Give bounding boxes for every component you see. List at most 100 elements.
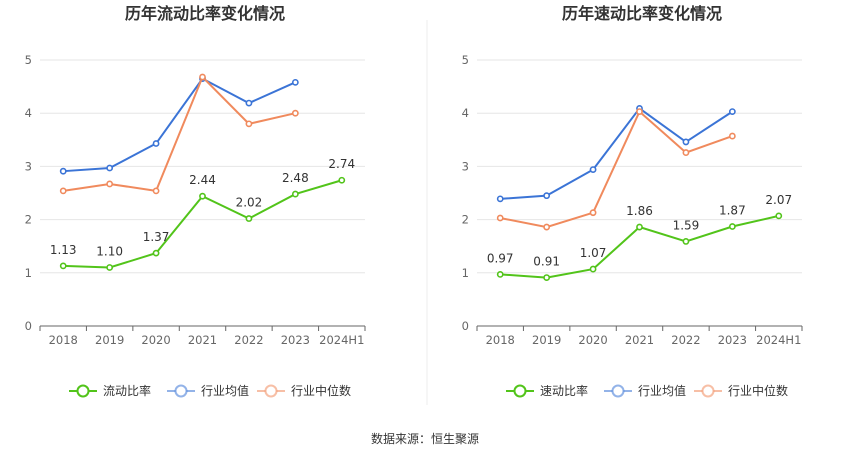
data-point[interactable]	[682, 238, 690, 245]
x-tick-label: 2018	[486, 333, 515, 347]
legend-item-company[interactable]: 速动比率	[506, 383, 588, 398]
y-tick-label: 4	[25, 106, 32, 120]
data-label: 1.87	[719, 204, 746, 218]
x-tick-label: 2020	[141, 333, 170, 347]
data-point[interactable]	[199, 192, 206, 200]
legend-item-company[interactable]: 流动比率	[69, 383, 151, 398]
chart-title: 历年速动比率变化情况	[562, 4, 722, 23]
data-point[interactable]	[543, 274, 551, 281]
legend-swatch-marker	[174, 384, 188, 398]
legend: 速动比率 行业均值 行业中位数	[506, 383, 788, 398]
legend-swatch-marker	[513, 384, 527, 398]
data-label: 1.13	[50, 243, 77, 257]
y-tick-label: 2	[462, 213, 469, 227]
data-point[interactable]	[589, 166, 597, 173]
data-label: 2.07	[765, 193, 792, 207]
data-point[interactable]	[106, 264, 114, 271]
x-tick-label: 2020	[578, 333, 607, 347]
data-point[interactable]	[589, 209, 597, 217]
series-line	[500, 107, 733, 200]
data-point[interactable]	[338, 176, 346, 184]
data-point[interactable]	[152, 140, 160, 147]
legend-label: 行业均值	[638, 383, 686, 398]
series-industry_median	[59, 73, 299, 195]
legend-item-industry_avg[interactable]: 行业均值	[167, 383, 249, 398]
y-tick-label: 1	[25, 266, 32, 280]
x-tick-label: 2021	[625, 333, 654, 347]
data-point[interactable]	[728, 108, 736, 116]
data-point[interactable]	[106, 164, 114, 172]
data-point[interactable]	[543, 192, 551, 200]
y-tick-label: 3	[25, 159, 32, 173]
data-label: 1.59	[673, 218, 700, 232]
series-company: 0.97 0.91 1.07 1.86 1.59 1.87 2.07	[487, 193, 792, 281]
data-label: 2.48	[282, 171, 309, 185]
data-point[interactable]	[682, 149, 690, 156]
y-tick-label: 4	[462, 106, 469, 120]
legend-label: 行业中位数	[728, 383, 788, 398]
data-point[interactable]	[543, 223, 551, 231]
data-point[interactable]	[728, 223, 736, 230]
x-tick-label: 2019	[95, 333, 124, 347]
data-label: 2.02	[236, 196, 263, 210]
data-point[interactable]	[245, 120, 253, 128]
legend-swatch-marker	[76, 384, 90, 398]
chart-title: 历年流动比率变化情况	[125, 4, 285, 23]
data-point[interactable]	[106, 180, 114, 188]
legend-item-industry_avg[interactable]: 行业均值	[604, 383, 686, 398]
x-tick-label: 2023	[718, 333, 747, 347]
data-point[interactable]	[59, 262, 67, 270]
data-label: 0.91	[533, 255, 560, 269]
x-tick-label: 2021	[188, 333, 217, 347]
data-point[interactable]	[199, 73, 206, 81]
series-line	[63, 77, 296, 173]
data-point[interactable]	[775, 212, 783, 220]
data-point[interactable]	[496, 195, 504, 203]
series-company: 1.13 1.10 1.37 2.44 2.02 2.48 2.74	[50, 157, 355, 271]
data-label: 1.10	[96, 244, 123, 258]
source-note: 数据来源：恒生聚源	[371, 431, 479, 446]
x-tick-label: 2022	[671, 333, 700, 347]
data-point[interactable]	[636, 108, 643, 116]
data-point[interactable]	[291, 78, 299, 86]
data-point[interactable]	[636, 223, 643, 231]
y-tick-label: 1	[462, 266, 469, 280]
data-label: 2.74	[328, 157, 355, 171]
data-point[interactable]	[496, 270, 504, 278]
data-point[interactable]	[291, 109, 299, 117]
x-tick-label: 2024H1	[319, 333, 364, 347]
data-point[interactable]	[496, 214, 504, 222]
data-point[interactable]	[152, 187, 160, 195]
y-tick-label: 0	[25, 319, 32, 333]
legend: 流动比率 行业均值 行业中位数	[69, 383, 351, 398]
series-line	[500, 109, 733, 229]
y-tick-label: 0	[462, 319, 469, 333]
chart-panel-quick-ratio: 历年速动比率变化情况 0 1 2 3 4 5 2018 2019 2020 2021 2022 2023…	[462, 4, 803, 398]
x-tick-label: 2019	[532, 333, 561, 347]
data-point[interactable]	[682, 138, 690, 146]
data-point[interactable]	[59, 187, 67, 195]
x-tick-label: 2024H1	[756, 333, 801, 347]
data-label: 1.07	[580, 246, 607, 260]
data-point[interactable]	[245, 215, 253, 222]
y-tick-label: 5	[462, 53, 469, 67]
series-industry_median	[496, 108, 736, 231]
data-point[interactable]	[152, 249, 160, 257]
data-label: 2.44	[189, 173, 216, 187]
chart-panel-current-ratio: 历年流动比率变化情况 0 1 2 3 4 5 2018 2019 2020 2021 2022 2023…	[25, 4, 366, 398]
data-point[interactable]	[245, 99, 253, 107]
legend-swatch-marker	[611, 384, 625, 398]
legend-item-industry_median[interactable]: 行业中位数	[694, 383, 788, 398]
data-point[interactable]	[728, 132, 736, 140]
data-point[interactable]	[291, 190, 299, 198]
data-point[interactable]	[589, 265, 597, 273]
series-industry_avg	[59, 75, 299, 175]
data-label: 0.97	[487, 251, 514, 265]
data-point[interactable]	[59, 167, 67, 175]
x-tick-label: 2022	[234, 333, 263, 347]
y-tick-label: 3	[462, 159, 469, 173]
legend-item-industry_median[interactable]: 行业中位数	[257, 383, 351, 398]
y-tick-label: 2	[25, 213, 32, 227]
data-label: 1.37	[143, 230, 170, 244]
